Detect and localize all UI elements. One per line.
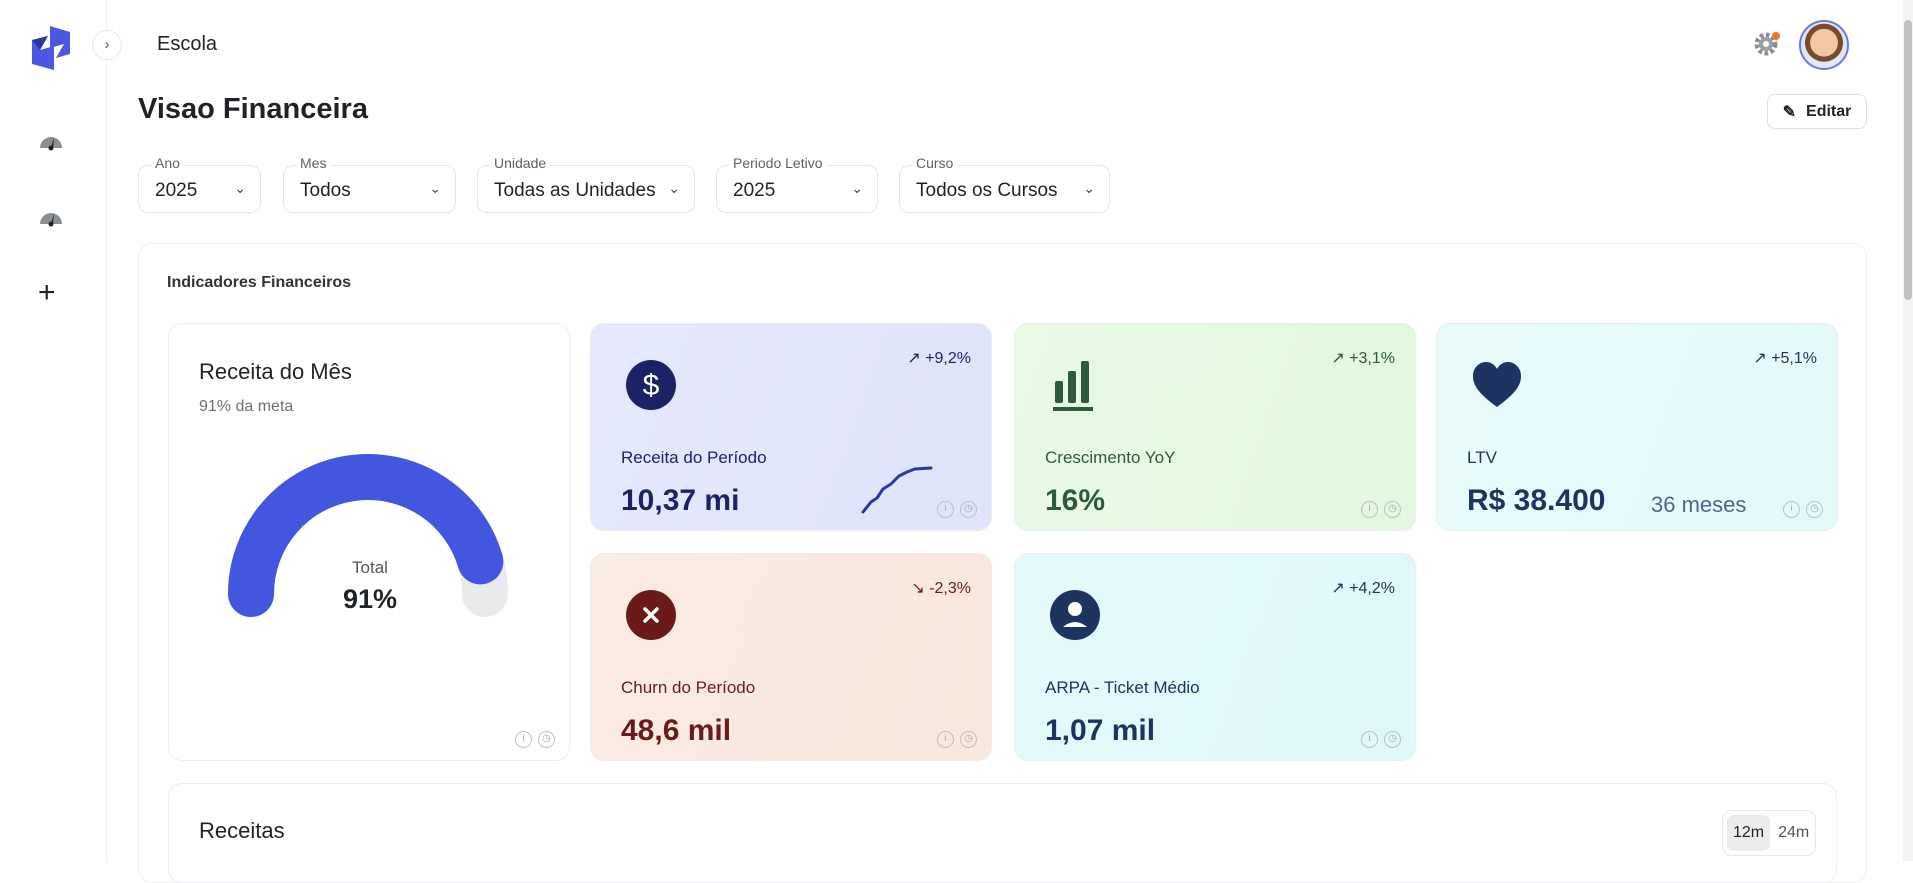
trend-badge: ↗ +5,1% (1753, 348, 1817, 368)
filter-label: Curso (912, 155, 958, 171)
add-icon[interactable]: + (38, 276, 56, 309)
trend-up-icon: ↗ (1753, 350, 1767, 367)
gauge-card: Receita do Mês 91% da meta Total 91% i ◷ (168, 323, 570, 761)
receitas-title: Receitas (199, 818, 285, 843)
info-icon[interactable]: i (937, 501, 954, 518)
trend-value: +5,1% (1771, 350, 1817, 367)
sidebar: › + (0, 0, 122, 861)
kpi-value: 16% (1045, 484, 1106, 517)
trend-badge: ↗ +3,1% (1331, 348, 1395, 368)
trend-value: +4,2% (1349, 580, 1395, 597)
trend-value: -2,3% (929, 580, 971, 597)
filter-label: Periodo Letivo (729, 155, 827, 171)
kpi-value: 10,37 mi (621, 484, 740, 517)
receitas-card: Receitas 12m 24m (168, 783, 1837, 883)
trend-value: +3,1% (1349, 350, 1395, 367)
gauge-chart (228, 454, 508, 617)
range-24m-button[interactable]: 24m (1778, 824, 1810, 841)
filter-value: 2025 (155, 180, 198, 201)
logo (32, 26, 70, 70)
kpi-value: 1,07 mil (1045, 714, 1156, 747)
info-icon[interactable]: i (1361, 501, 1378, 518)
filter-mes[interactable]: Mes Todos ⌄ (283, 155, 456, 213)
info-icon[interactable]: i (515, 731, 532, 748)
expand-sidebar-button[interactable]: › (92, 30, 122, 60)
gauge-subtitle: 91% da meta (199, 398, 294, 415)
kpi-name: Churn do Período (621, 678, 756, 697)
trend-up-icon: ↗ (1331, 580, 1345, 597)
chevron-down-icon: ⌄ (234, 180, 246, 196)
dashboard-gauge-icon[interactable] (38, 204, 64, 230)
info-icon[interactable]: i (937, 731, 954, 748)
filter-label: Unidade (490, 155, 551, 171)
gauge-title: Receita do Mês (199, 359, 352, 384)
info-icon[interactable]: i (1783, 501, 1800, 518)
user-avatar[interactable] (1799, 20, 1849, 70)
scrollbar[interactable] (1903, 0, 1913, 861)
filter-value: Todas as Unidades (494, 180, 656, 201)
filter-label: Ano (151, 155, 184, 171)
kpi-card: ↗ +4,2% ARPA - Ticket Médio 1,07 mil i ◷ (1014, 553, 1416, 761)
heart-icon (1471, 359, 1523, 411)
gauge-center-label: Total (352, 558, 388, 577)
kpi-card: ↗ +9,2% $ Receita do Período 10,37 mi i ◷ (590, 323, 992, 531)
trend-up-icon: ↗ (1331, 350, 1345, 367)
svg-text:$: $ (643, 369, 660, 402)
range-12m-button[interactable]: 12m (1727, 815, 1771, 851)
filter-value: Todos os Cursos (916, 180, 1058, 201)
gauge-fill (228, 454, 504, 617)
trend-badge: ↗ +4,2% (1331, 578, 1395, 598)
page-title: Visao Financeira (138, 93, 368, 125)
sparkline (861, 466, 933, 514)
clock-icon[interactable]: ◷ (1384, 731, 1401, 748)
edit-button[interactable]: ✎ Editar (1767, 94, 1867, 129)
filter-value: 2025 (733, 180, 776, 201)
kpi-extra: 36 meses (1651, 492, 1747, 517)
filter-label: Mes (296, 155, 331, 171)
trend-value: +9,2% (925, 350, 971, 367)
trend-down-icon: ↘ (911, 580, 925, 597)
chevron-down-icon: ⌄ (668, 180, 680, 196)
filter-curso[interactable]: Curso Todos os Cursos ⌄ (899, 155, 1110, 213)
kpi-name: ARPA - Ticket Médio (1045, 678, 1200, 697)
filter-periodo-letivo[interactable]: Periodo Letivo 2025 ⌄ (716, 155, 878, 213)
trend-badge: ↘ -2,3% (911, 578, 971, 598)
settings-gear-icon[interactable] (1752, 30, 1782, 60)
bar-chart-icon (1049, 359, 1101, 411)
chevron-down-icon: ⌄ (429, 180, 441, 196)
section-title: Indicadores Financeiros (167, 274, 352, 291)
org-name: Escola (157, 33, 218, 55)
kpi-card: ↘ -2,3% Churn do Período 48,6 mil i ◷ (590, 553, 992, 761)
kpi-value: 48,6 mil (621, 714, 732, 747)
clock-icon[interactable]: ◷ (960, 731, 977, 748)
clock-icon[interactable]: ◷ (1384, 501, 1401, 518)
kpi-name: LTV (1467, 448, 1497, 467)
info-icon[interactable]: i (1361, 731, 1378, 748)
trend-badge: ↗ +9,2% (907, 348, 971, 368)
filter-value: Todos (300, 180, 351, 201)
trend-up-icon: ↗ (907, 350, 921, 367)
kpi-name: Receita do Período (621, 448, 767, 467)
clock-icon[interactable]: ◷ (538, 731, 555, 748)
clock-icon[interactable]: ◷ (960, 501, 977, 518)
kpi-value: R$ 38.400 (1467, 484, 1606, 517)
x-circle-icon (625, 589, 677, 641)
chevron-down-icon: ⌄ (851, 180, 863, 196)
pencil-icon: ✎ (1782, 103, 1797, 121)
kpi-card: ↗ +3,1% Crescimento YoY 16% i ◷ (1014, 323, 1416, 531)
gauge-center-value: 91% (342, 584, 398, 614)
user-circle-icon (1049, 589, 1101, 641)
range-toggle: 12m 24m (1722, 810, 1816, 856)
dollar-icon: $ (625, 359, 677, 411)
filter-unidade[interactable]: Unidade Todas as Unidades ⌄ (477, 155, 695, 213)
dashboard-gauge-icon[interactable] (38, 128, 64, 154)
filter-ano[interactable]: Ano 2025 ⌄ (138, 155, 261, 213)
kpi-name: Crescimento YoY (1045, 448, 1176, 467)
clock-icon[interactable]: ◷ (1806, 501, 1823, 518)
chevron-down-icon: ⌄ (1083, 180, 1095, 196)
kpi-card: ↗ +5,1% LTV R$ 38.400 36 meses i ◷ (1436, 323, 1838, 531)
